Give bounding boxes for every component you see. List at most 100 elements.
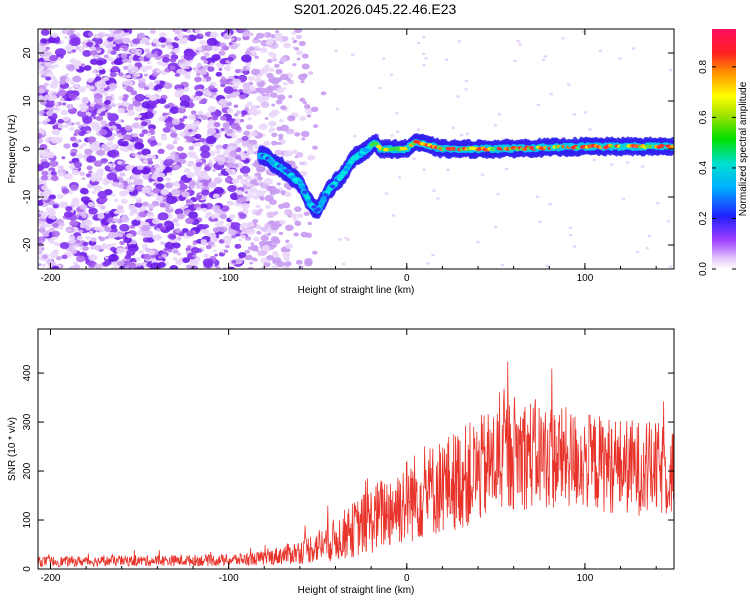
noise-cell [83,219,93,226]
noise-cell [84,148,93,155]
noise-cell [260,101,270,108]
noise-cell [588,128,592,131]
noise-cell [95,47,101,51]
noise-cell [261,244,270,251]
noise-cell [89,230,94,234]
y-tick-label: 300 [22,413,33,430]
noise-cell [92,116,97,120]
noise-cell [45,46,51,51]
noise-cell [106,172,118,181]
noise-cell [119,47,124,52]
noise-cell [192,254,197,258]
noise-cell [209,31,219,38]
noise-cell [246,221,255,228]
noise-cell [264,117,269,120]
noise-cell [101,144,108,150]
noise-cell [666,219,671,223]
noise-cell [195,90,204,97]
noise-cell [279,56,288,63]
noise-cell [144,73,149,77]
noise-cell [174,72,181,77]
noise-cell [231,234,237,239]
noise-cell [308,71,314,76]
noise-cell [79,171,86,176]
noise-cell [186,171,195,179]
noise-cell [276,182,281,186]
noise-cell [238,29,244,33]
noise-cell [287,115,296,122]
noise-cell [476,240,480,244]
noise-cell [219,226,228,233]
noise-cell [184,204,189,209]
noise-cell [253,175,258,179]
noise-cell [210,213,219,220]
noise-cell [451,126,456,130]
noise-cell [127,59,133,63]
noise-cell [228,170,233,173]
noise-cell [150,97,155,101]
noise-cell [293,232,299,237]
noise-cell [126,185,133,190]
noise-cell [62,102,67,106]
noise-cell [174,90,184,98]
noise-cell [56,57,62,61]
noise-cell [109,32,115,37]
noise-cell [78,229,84,234]
noise-cell [242,208,249,214]
noise-cell [87,136,96,143]
noise-cell [46,218,54,224]
noise-cell [134,62,143,68]
noise-cell [142,201,149,207]
noise-cell [233,88,238,92]
noise-cell [269,127,276,132]
noise-cell [110,224,117,229]
noise-cell [100,107,106,112]
noise-cell [67,86,73,90]
noise-cell [96,149,106,157]
noise-cell [572,113,577,116]
noise-cell [243,173,249,177]
noise-cell [227,185,237,193]
noise-cell [212,249,217,253]
noise-cell [129,224,136,229]
noise-cell [157,148,165,155]
noise-cell [49,54,58,62]
noise-cell [207,106,215,112]
noise-cell [265,204,272,209]
y-tick-label: 100 [22,511,33,528]
noise-cell [94,226,101,231]
noise-cell [81,142,87,147]
noise-cell [225,244,230,249]
noise-cell [226,128,234,134]
noise-cell [212,227,221,233]
noise-cell [245,181,252,187]
noise-cell [172,47,181,54]
noise-cell [583,111,588,114]
noise-cell [192,67,198,71]
noise-cell [152,187,161,194]
noise-cell [74,129,81,134]
noise-cell [130,65,139,73]
noise-cell [285,239,290,243]
noise-cell [151,43,157,47]
ridge-core [315,207,322,212]
noise-cell [73,83,80,89]
noise-cell [53,107,58,111]
noise-cell [125,80,134,87]
noise-cell [49,75,57,81]
noise-cell [480,173,485,176]
noise-cell [147,211,154,216]
noise-cell [143,111,154,120]
noise-cell [267,188,272,192]
noise-cell [132,133,139,138]
noise-cell [352,134,357,138]
noise-cell [80,188,89,195]
noise-cell [109,128,114,131]
noise-cell [286,128,295,135]
noise-cell [625,161,630,164]
noise-cell [117,205,124,210]
noise-cell [98,79,106,85]
noise-cell [234,113,239,117]
snr-frame [37,328,675,570]
